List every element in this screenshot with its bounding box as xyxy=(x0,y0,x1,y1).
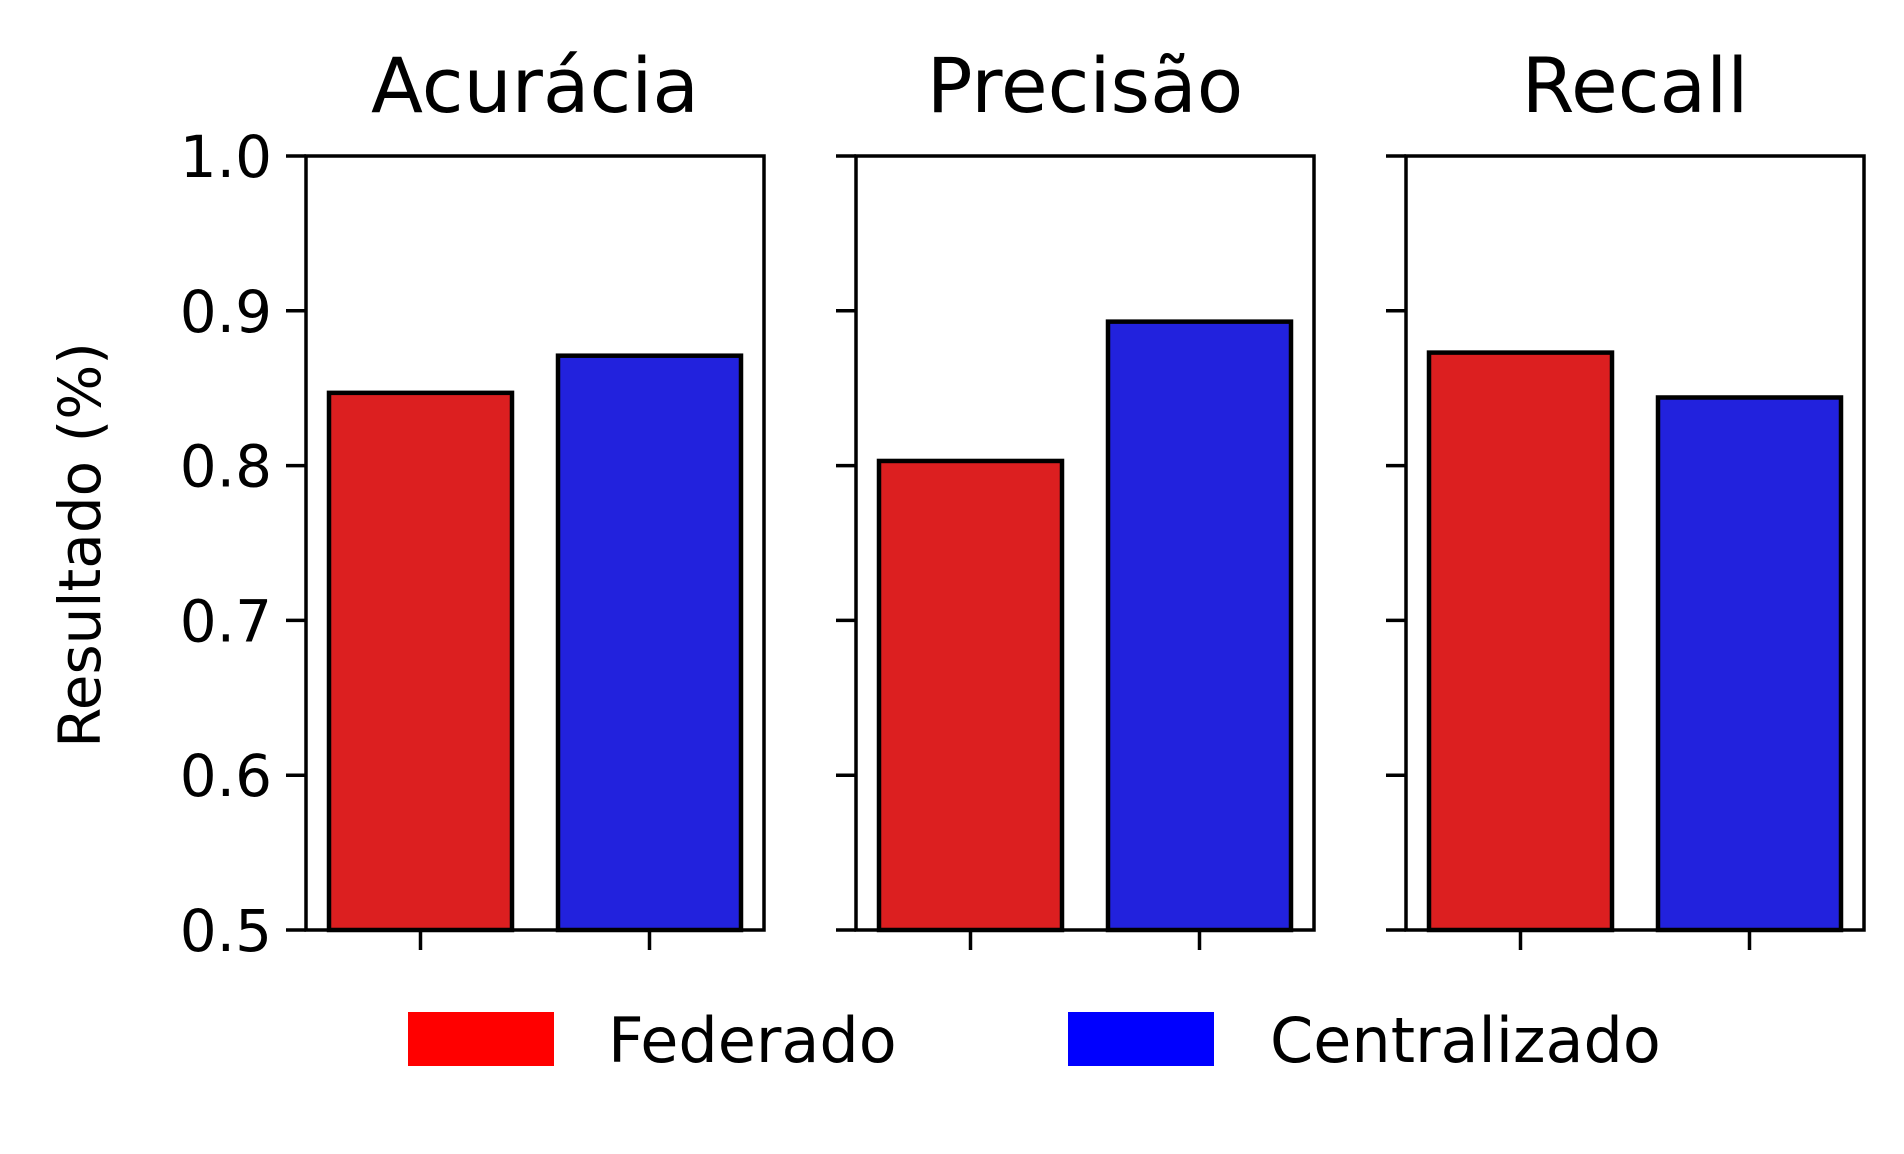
y-tick-label: 0.9 xyxy=(180,278,272,346)
legend-item-federado: Federado xyxy=(408,1004,897,1077)
panel-1: Precisão xyxy=(836,41,1316,950)
panel-title: Precisão xyxy=(927,41,1243,130)
y-tick-label: 0.8 xyxy=(180,433,272,501)
bar-federado-1 xyxy=(876,458,1065,933)
panel-title: Acurácia xyxy=(371,41,699,130)
bar-centralizado-2 xyxy=(1655,395,1844,933)
y-tick-label: 1.0 xyxy=(180,123,272,191)
y-tick-label: 0.6 xyxy=(180,742,272,810)
legend-item-centralizado: Centralizado xyxy=(1068,1004,1661,1077)
axes-frame xyxy=(304,154,766,932)
legend-swatch xyxy=(408,1012,554,1066)
bar-centralizado-0 xyxy=(555,353,744,933)
legend-label: Centralizado xyxy=(1270,1004,1661,1077)
panel-title: Recall xyxy=(1522,41,1749,130)
legend-swatch xyxy=(1068,1012,1214,1066)
axes-frame xyxy=(1404,154,1866,932)
chart-panels: 0.5 0.6 0.7 0.8 0.9 1.0 Acurácia Precisão Recall xyxy=(180,41,1866,965)
bar-federado-2 xyxy=(1426,350,1615,933)
axes-frame xyxy=(854,154,1316,932)
y-tick-label: 0.7 xyxy=(180,587,272,655)
bar-centralizado-1 xyxy=(1105,319,1294,933)
legend-label: Federado xyxy=(608,1004,897,1077)
panel-0: 0.5 0.6 0.7 0.8 0.9 1.0 Acurácia xyxy=(180,41,766,965)
y-axis-label: Resultado (%) xyxy=(46,342,114,748)
legend: Federado Centralizado xyxy=(408,1004,1661,1077)
bar-federado-0 xyxy=(326,390,515,933)
panel-2: Recall xyxy=(1386,41,1866,950)
y-tick-label: 0.5 xyxy=(180,897,272,965)
